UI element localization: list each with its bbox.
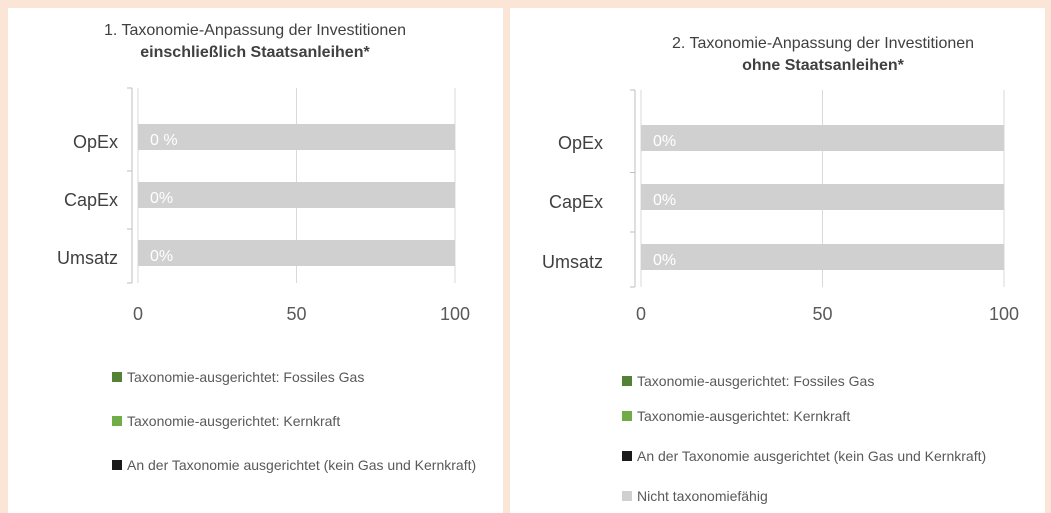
chart-title: 2. Taxonomie-Anpassung der Investitionen: [672, 35, 974, 52]
legend-swatch: [622, 376, 632, 386]
data-label: 0%: [150, 248, 173, 265]
data-label: 0 %: [150, 132, 178, 149]
x-tick-label: 50: [286, 304, 306, 324]
chart-title: 1. Taxonomie-Anpassung der Investitionen: [104, 22, 406, 39]
legend-label: Nicht taxonomiefähig: [637, 488, 768, 504]
x-tick-label: 0: [133, 304, 143, 324]
legend-label: Taxonomie-ausgerichtet: Kernkraft: [637, 408, 851, 424]
legend-label: Taxonomie-ausgerichtet: Fossiles Gas: [127, 369, 365, 385]
legend-swatch: [112, 460, 122, 470]
legend-swatch: [622, 451, 632, 461]
bar-segment: [641, 184, 1004, 210]
bar-segment: [138, 240, 455, 266]
data-label: 0%: [150, 190, 173, 207]
x-tick-label: 100: [440, 304, 470, 324]
bar-segment: [138, 182, 455, 208]
legend-swatch: [112, 416, 122, 426]
chart-subtitle: einschließlich Staatsanleihen*: [140, 44, 370, 61]
bar-segment: [641, 244, 1004, 270]
category-label: CapEx: [64, 190, 118, 210]
legend-item: Taxonomie-ausgerichtet: Fossiles Gas: [622, 373, 1027, 390]
chart-subtitle: ohne Staatsanleihen*: [742, 57, 905, 74]
x-tick-label: 0: [636, 304, 646, 324]
data-label: 0%: [653, 252, 676, 269]
bar-segment: [641, 125, 1004, 151]
legend-item: An der Taxonomie ausgerichtet (kein Gas …: [622, 448, 1027, 465]
category-label: CapEx: [549, 192, 603, 212]
x-tick-label: 50: [812, 304, 832, 324]
category-label: Umsatz: [542, 252, 603, 272]
bar-segment: [138, 124, 455, 150]
legend-swatch: [112, 372, 122, 382]
legend-swatch: [622, 491, 632, 501]
legend-label: Taxonomie-ausgerichtet: Fossiles Gas: [637, 373, 875, 389]
legend-item: Taxonomie-ausgerichtet: Fossiles Gas: [112, 369, 507, 386]
legend-label: An der Taxonomie ausgerichtet (kein Gas …: [637, 448, 987, 464]
legend-item: Nicht taxonomiefähig: [622, 488, 1027, 505]
x-tick-label: 100: [989, 304, 1019, 324]
legend-label: An der Taxonomie ausgerichtet (kein Gas …: [127, 457, 477, 473]
legend-item: Taxonomie-ausgerichtet: Kernkraft: [112, 413, 507, 430]
data-label: 0%: [653, 133, 676, 150]
category-label: OpEx: [558, 133, 603, 153]
legend-label: Taxonomie-ausgerichtet: Kernkraft: [127, 413, 341, 429]
category-label: OpEx: [73, 132, 118, 152]
legend-swatch: [622, 411, 632, 421]
legend-item: Taxonomie-ausgerichtet: Kernkraft: [622, 408, 1027, 425]
category-label: Umsatz: [57, 248, 118, 268]
legend-item: An der Taxonomie ausgerichtet (kein Gas …: [112, 457, 507, 474]
data-label: 0%: [653, 192, 676, 209]
